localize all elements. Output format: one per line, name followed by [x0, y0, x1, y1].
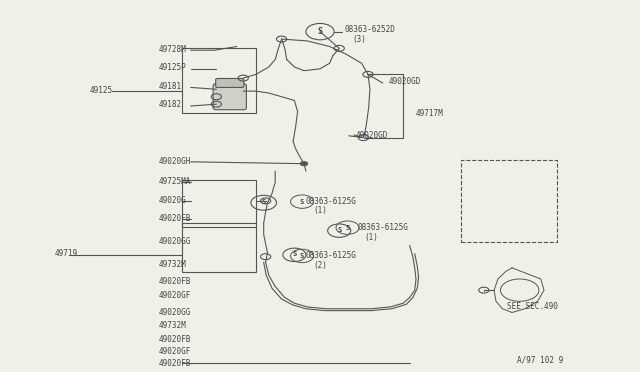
Text: 49020FB: 49020FB [159, 214, 191, 223]
FancyBboxPatch shape [216, 78, 244, 87]
Text: 49181: 49181 [159, 82, 182, 91]
Text: 49725MA: 49725MA [159, 177, 191, 186]
Text: (2): (2) [314, 262, 328, 270]
Text: S: S [262, 199, 266, 205]
Text: 49020GF: 49020GF [159, 347, 191, 356]
Text: S: S [300, 199, 304, 205]
Text: S: S [317, 27, 323, 36]
Text: 49020GD: 49020GD [355, 131, 388, 140]
Text: 08363-6125G: 08363-6125G [357, 223, 408, 232]
Text: 08363-6125G: 08363-6125G [306, 197, 356, 206]
Text: 49717M: 49717M [416, 109, 444, 118]
Text: 49125: 49125 [90, 86, 113, 94]
Text: 49020GD: 49020GD [389, 77, 422, 86]
Text: 49732M: 49732M [159, 260, 186, 269]
Text: 49182: 49182 [159, 100, 182, 109]
FancyBboxPatch shape [213, 84, 246, 110]
Text: (1): (1) [314, 206, 328, 215]
Text: 49020G: 49020G [159, 196, 186, 205]
Text: 49020FB: 49020FB [159, 335, 191, 344]
Text: 49020GG: 49020GG [159, 237, 191, 246]
Text: 49020GF: 49020GF [159, 291, 191, 300]
Text: 49732M: 49732M [159, 321, 186, 330]
Text: 49125P: 49125P [159, 63, 186, 72]
Text: S: S [292, 251, 296, 257]
Bar [182, 48, 256, 113]
Text: 08363-6125G: 08363-6125G [306, 251, 356, 260]
Text: (3): (3) [352, 35, 366, 44]
Text: 49020FB: 49020FB [159, 359, 191, 368]
Circle shape [300, 161, 308, 166]
Text: 49728M: 49728M [159, 45, 186, 54]
Text: 49020GG: 49020GG [159, 308, 191, 317]
Text: S: S [300, 253, 304, 259]
Text: S: S [337, 227, 341, 233]
Bar [182, 180, 256, 227]
Text: A/97 102 9: A/97 102 9 [517, 356, 563, 365]
Bar [461, 160, 557, 242]
Bar [182, 223, 256, 272]
Text: (1): (1) [365, 233, 379, 242]
Text: S: S [346, 225, 349, 231]
Text: 49020FB: 49020FB [159, 278, 191, 286]
Text: 49719: 49719 [54, 249, 77, 258]
Text: 49020GH: 49020GH [159, 157, 191, 166]
Text: 08363-6252D: 08363-6252D [344, 25, 395, 34]
Text: SEE SEC.490: SEE SEC.490 [507, 302, 558, 311]
